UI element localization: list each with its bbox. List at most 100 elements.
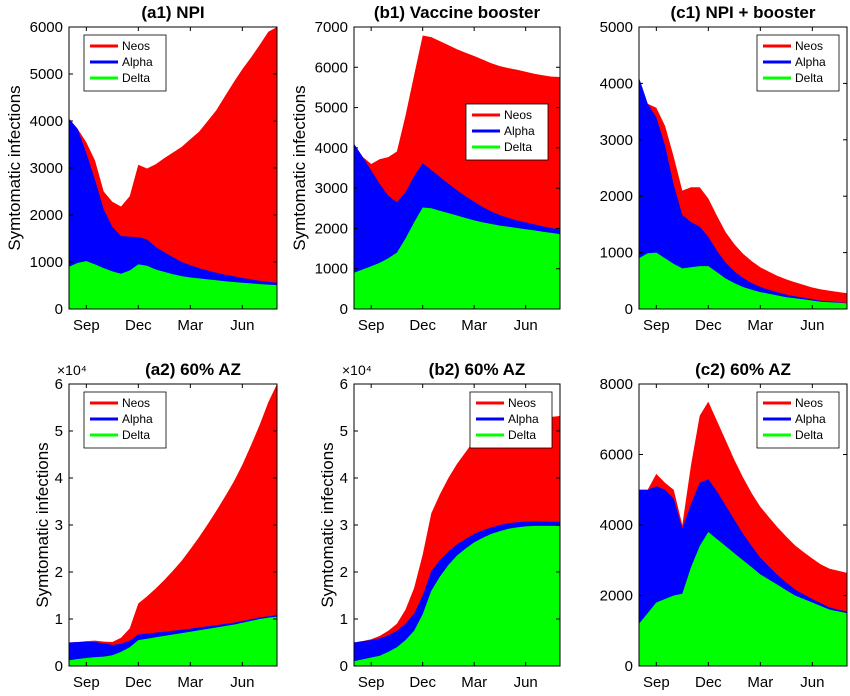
x-tick-label: Jun bbox=[800, 674, 824, 691]
x-tick-label: Mar bbox=[747, 317, 773, 334]
x-tick-label: Dec bbox=[695, 674, 722, 691]
x-tick-label: Sep bbox=[73, 674, 100, 691]
chart-title: (a1) NPI bbox=[141, 3, 204, 22]
legend: Neos Alpha Delta bbox=[465, 103, 549, 161]
legend: Neos Alpha Delta bbox=[756, 34, 840, 92]
y-tick-label: 4000 bbox=[315, 140, 348, 157]
y-tick-label: 1 bbox=[55, 611, 63, 628]
x-tick-label: Dec bbox=[409, 317, 436, 334]
chart-title: (c1) NPI + booster bbox=[670, 3, 815, 22]
y-tick-label: 1000 bbox=[600, 245, 633, 262]
y-tick-label: 3 bbox=[340, 517, 348, 534]
y-tick-label: 3000 bbox=[30, 160, 63, 177]
area-delta bbox=[639, 532, 847, 666]
legend-label: Delta bbox=[795, 428, 823, 442]
x-tick-label: Dec bbox=[695, 317, 722, 334]
panel-a2: 0 1 2 3 4 5 6 Sep Dec Mar Jun (a2) 60% AZ ×10⁴ Symtom… bbox=[33, 360, 278, 691]
legend-label: Neos bbox=[795, 396, 823, 410]
y-tick-label: 5000 bbox=[600, 19, 633, 36]
y-tick-label: 2000 bbox=[315, 220, 348, 237]
legend-label: Alpha bbox=[122, 55, 153, 69]
legend-label: Alpha bbox=[122, 412, 153, 426]
panel-c1: 0 1000 2000 3000 4000 5000 Sep Dec Mar Jun (c1) NP… bbox=[600, 3, 848, 334]
y-axis-label: Symtomatic infections bbox=[318, 442, 337, 607]
y-tick-label: 0 bbox=[625, 658, 633, 675]
x-tick-label: Dec bbox=[409, 674, 436, 691]
y-tick-label: 5 bbox=[55, 423, 63, 440]
x-tick-label: Mar bbox=[461, 317, 487, 334]
y-multiplier: ×10⁴ bbox=[342, 362, 372, 378]
area-delta bbox=[69, 261, 277, 309]
legend-box bbox=[83, 391, 167, 449]
legend-label: Delta bbox=[795, 71, 823, 85]
y-tick-label: 0 bbox=[55, 658, 63, 675]
plot-frame bbox=[353, 26, 561, 310]
chart-title: (a2) 60% AZ bbox=[145, 360, 241, 379]
y-tick-label: 3000 bbox=[315, 180, 348, 197]
x-tick-label: Mar bbox=[461, 674, 487, 691]
legend-label: Neos bbox=[795, 39, 823, 53]
legend-label: Alpha bbox=[795, 55, 826, 69]
y-tick-label: 0 bbox=[340, 658, 348, 675]
y-tick-label: 4 bbox=[55, 470, 63, 487]
y-tick-label: 8000 bbox=[600, 376, 633, 393]
y-tick-label: 6000 bbox=[30, 19, 63, 36]
y-tick-label: 3 bbox=[55, 517, 63, 534]
x-tick-label: Dec bbox=[125, 674, 152, 691]
chart-title: (b1) Vaccine booster bbox=[374, 3, 541, 22]
y-tick-label: 5000 bbox=[315, 100, 348, 117]
legend-label: Alpha bbox=[508, 412, 539, 426]
x-tick-label: Sep bbox=[358, 674, 385, 691]
legend-label: Neos bbox=[508, 396, 536, 410]
y-tick-label: 2 bbox=[340, 564, 348, 581]
y-tick-label: 0 bbox=[340, 301, 348, 318]
x-tick-label: Mar bbox=[747, 674, 773, 691]
x-tick-label: Sep bbox=[643, 317, 670, 334]
x-tick-label: Jun bbox=[514, 674, 538, 691]
legend-label: Neos bbox=[504, 108, 532, 122]
area-delta bbox=[639, 252, 847, 309]
y-tick-label: 5000 bbox=[30, 66, 63, 83]
panel-b2: 0 1 2 3 4 5 6 Sep Dec Mar Jun (b2) 60% AZ ×10⁴ Symtom… bbox=[318, 360, 561, 691]
x-tick-label: Jun bbox=[230, 674, 254, 691]
panel-a1: 0 1000 2000 3000 4000 5000 6000 Sep Dec Mar Jun (a1… bbox=[5, 3, 278, 334]
area-neos bbox=[69, 384, 277, 666]
y-tick-label: 7000 bbox=[315, 19, 348, 36]
x-tick-label: Sep bbox=[643, 674, 670, 691]
area-delta bbox=[354, 207, 560, 309]
y-multiplier: ×10⁴ bbox=[57, 362, 87, 378]
x-tick-label: Jun bbox=[230, 317, 254, 334]
y-tick-label: 4000 bbox=[600, 75, 633, 92]
x-tick-label: Dec bbox=[125, 317, 152, 334]
area-delta bbox=[69, 616, 277, 666]
legend-label: Alpha bbox=[504, 124, 535, 138]
y-tick-label: 0 bbox=[625, 301, 633, 318]
plot-frame bbox=[638, 26, 848, 310]
x-tick-label: Sep bbox=[358, 317, 385, 334]
y-tick-label: 2 bbox=[55, 564, 63, 581]
legend-label: Alpha bbox=[795, 412, 826, 426]
y-tick-label: 1000 bbox=[315, 261, 348, 278]
y-tick-label: 6 bbox=[55, 376, 63, 393]
y-tick-label: 2000 bbox=[600, 188, 633, 205]
panel-c2: 0 2000 4000 6000 8000 Sep Dec Mar Jun (c2) 60% AZ… bbox=[600, 360, 848, 691]
x-tick-label: Mar bbox=[177, 317, 203, 334]
y-tick-label: 6000 bbox=[600, 447, 633, 464]
x-tick-label: Mar bbox=[177, 674, 203, 691]
area-delta bbox=[354, 525, 560, 666]
legend-label: Delta bbox=[122, 428, 150, 442]
y-tick-label: 3000 bbox=[600, 132, 633, 149]
x-tick-label: Sep bbox=[73, 317, 100, 334]
legend-label: Delta bbox=[504, 140, 532, 154]
legend: Neos Alpha Delta bbox=[83, 391, 167, 449]
y-tick-label: 5 bbox=[340, 423, 348, 440]
x-tick-label: Jun bbox=[514, 317, 538, 334]
area-alpha bbox=[639, 77, 847, 309]
y-axis-label: Symtomatic infections bbox=[5, 85, 24, 250]
chart-title: (c2) 60% AZ bbox=[695, 360, 791, 379]
y-tick-label: 4000 bbox=[30, 113, 63, 130]
legend: Neos Alpha Delta bbox=[756, 391, 840, 449]
y-axis-label: Symtomatic infections bbox=[290, 85, 309, 250]
panel-b1: 0 1000 2000 3000 4000 5000 6000 7000 Sep Dec Mar Ju… bbox=[290, 3, 561, 334]
y-tick-label: 6 bbox=[340, 376, 348, 393]
